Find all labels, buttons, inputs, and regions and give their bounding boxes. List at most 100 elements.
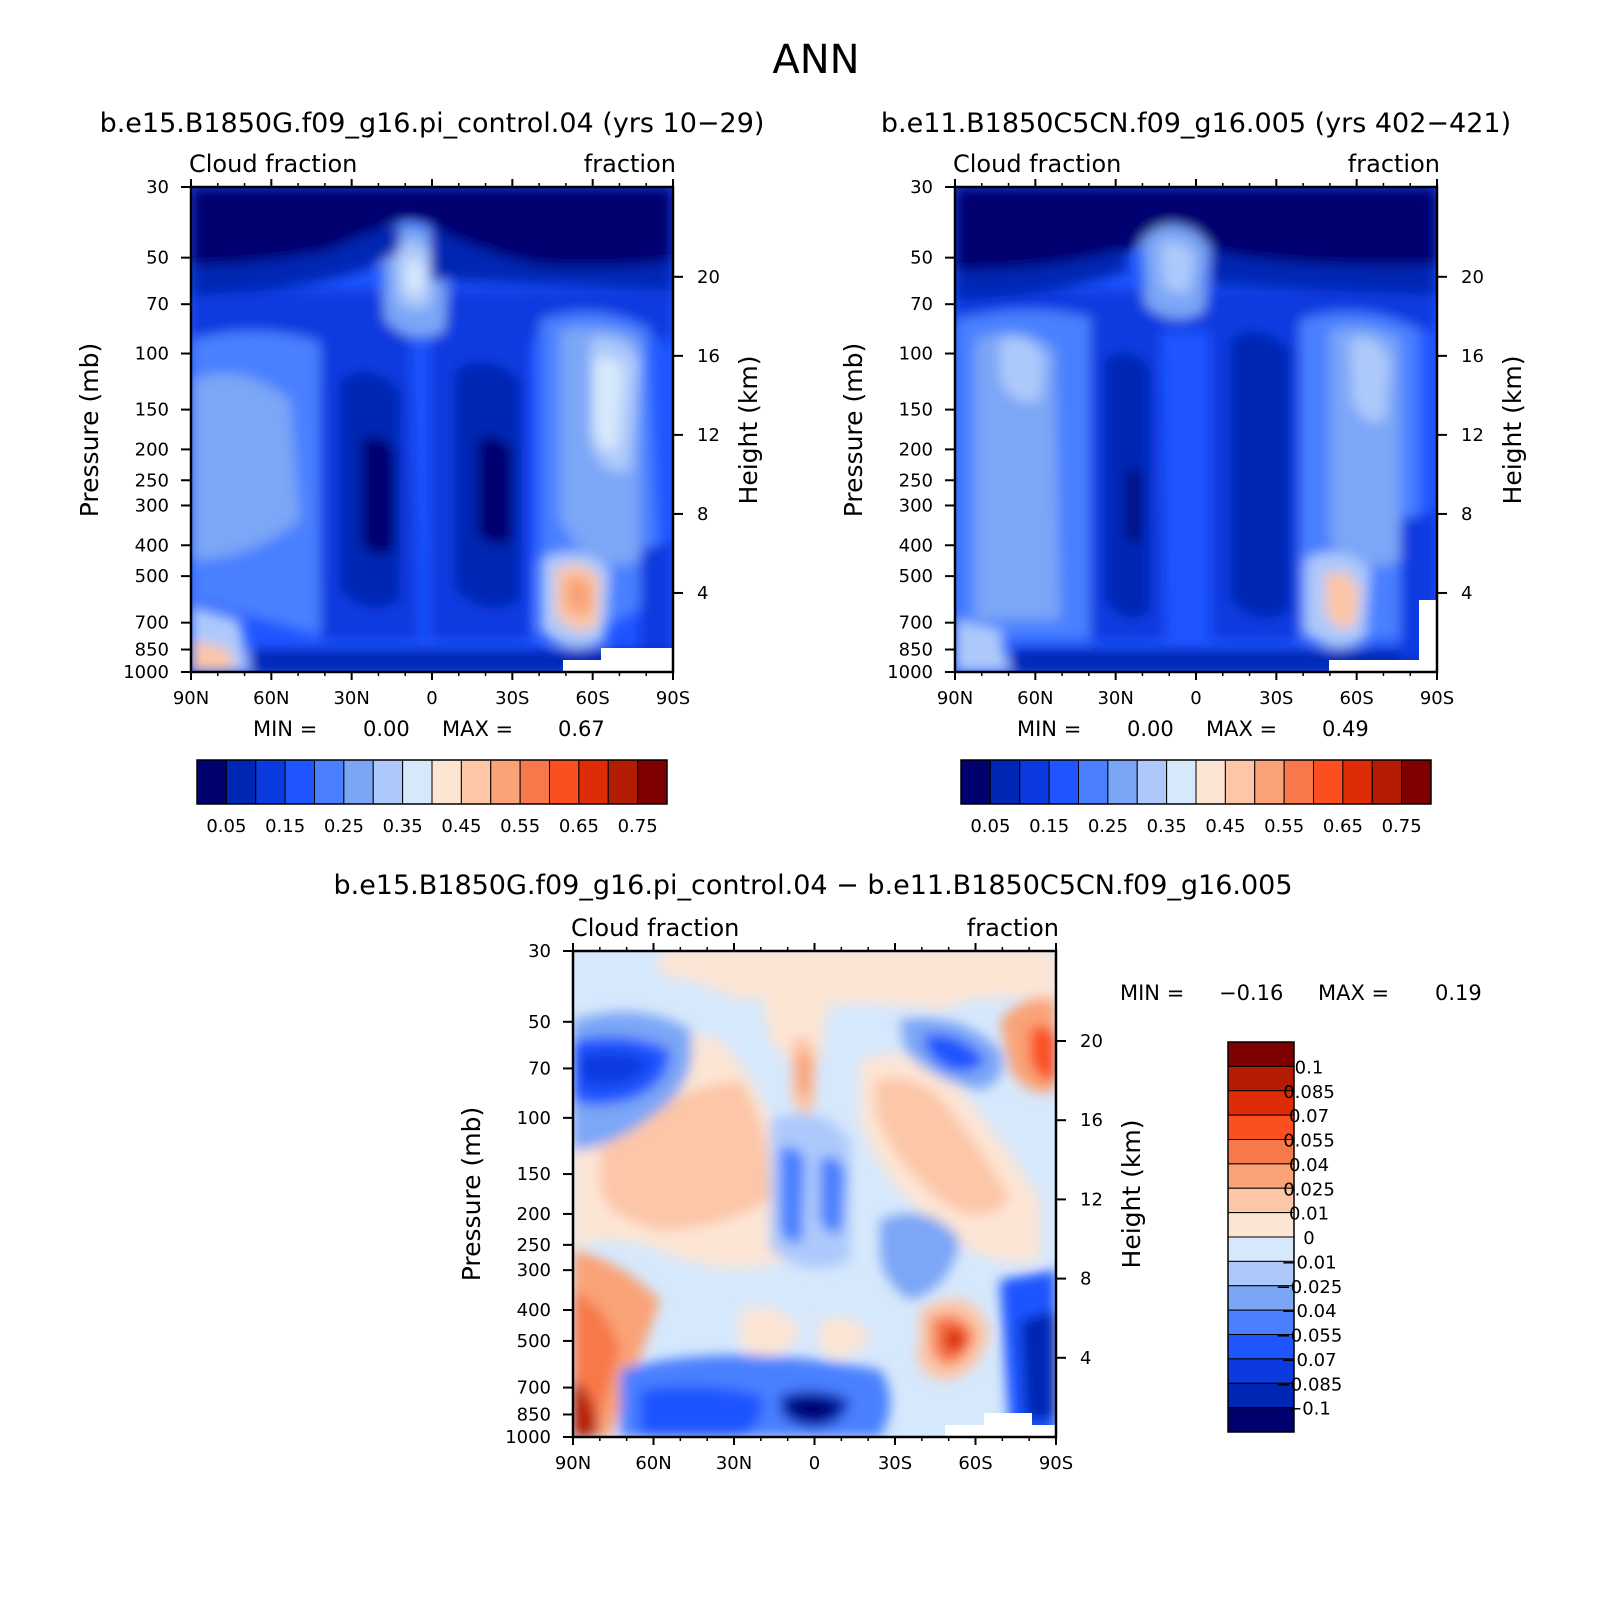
contour-plot: [955, 187, 1437, 672]
max-label: MAX =: [442, 717, 513, 741]
x-tick-label: 30S: [878, 1453, 912, 1474]
contour-band: [1210, 250, 1437, 295]
contour-band: [955, 250, 1130, 300]
max-label: MAX =: [1318, 981, 1389, 1005]
contour-band: [430, 225, 673, 290]
min-value: 0.00: [363, 717, 410, 741]
y-tick-label: 150: [517, 1164, 551, 1185]
colorbar-label: 0.1: [1295, 1057, 1324, 1078]
colorbar-label: 0.75: [618, 816, 658, 837]
y-tick-label: 70: [528, 1058, 551, 1079]
contour-band: [818, 1317, 870, 1359]
contour-band: [191, 373, 300, 560]
colorbar-label: 0.05: [970, 816, 1010, 837]
colorbar-label: 0.45: [1205, 816, 1245, 837]
colorbar-swatch: [1254, 759, 1285, 805]
contour-band: [780, 1146, 805, 1244]
contour-band: [405, 260, 426, 295]
y-tick-label: 400: [517, 1300, 551, 1321]
missing-data: [1419, 600, 1437, 672]
colorbar-swatch: [989, 759, 1021, 805]
contour-band: [760, 978, 830, 1063]
contour-band: [925, 1034, 985, 1072]
colorbar-label: 0.15: [1029, 816, 1069, 837]
colorbar-swatch: [1227, 1285, 1295, 1311]
missing-data: [601, 648, 673, 672]
contour-band: [580, 1052, 650, 1086]
panel-model-1: b.e15.B1850G.f09_g16.pi_control.04 (yrs …: [75, 108, 764, 837]
colorbar-swatch: [960, 759, 991, 805]
x-tick-label: 60N: [1017, 688, 1053, 709]
min-value: 0.00: [1127, 717, 1174, 741]
contour-band: [660, 951, 1056, 1010]
colorbar-swatch: [1227, 1236, 1295, 1262]
colorbar-swatch: [225, 759, 257, 805]
y-tick-label: 30: [146, 177, 169, 198]
y-right-tick-label: 8: [1461, 504, 1472, 525]
contour-band: [594, 356, 624, 451]
y-tick-label: 30: [528, 941, 551, 962]
contour-plot: [573, 951, 1056, 1437]
right-field-label: fraction: [967, 914, 1059, 942]
y-tick-label: 100: [135, 344, 169, 365]
y-tick-label: 100: [899, 344, 933, 365]
min-label: MIN =: [1017, 717, 1081, 741]
colorbar-swatch: [1195, 759, 1226, 805]
y-right-tick-label: 4: [1080, 1348, 1091, 1369]
y-tick-label: 250: [135, 470, 169, 491]
max-value: 0.49: [1322, 717, 1369, 741]
y-tick-label: 700: [899, 613, 933, 634]
y-tick-label: 700: [517, 1378, 551, 1399]
x-tick-label: 90N: [173, 688, 209, 709]
y-right-tick-label: 20: [1080, 1031, 1103, 1052]
colorbar-label: 0.55: [500, 816, 540, 837]
x-tick-label: 30S: [495, 688, 529, 709]
y-tick-label: 850: [135, 640, 169, 661]
y-tick-label: 1000: [887, 662, 933, 683]
contour-band: [1128, 468, 1140, 543]
colorbar-label: 0.05: [206, 816, 246, 837]
y-tick-label: 1000: [123, 662, 169, 683]
contour-band: [565, 576, 592, 615]
right-axis-label: Height (km): [1117, 1120, 1146, 1269]
y-right-tick-label: 12: [1461, 425, 1484, 446]
max-value: 0.19: [1435, 981, 1482, 1005]
colorbar-swatch: [1313, 759, 1344, 805]
right-field-label: fraction: [584, 150, 676, 178]
y-tick-label: 700: [135, 613, 169, 634]
main-title: ANN: [772, 37, 859, 83]
colorbar-label: 0.025: [1283, 1179, 1335, 1200]
x-tick-label: 90S: [1039, 1453, 1073, 1474]
y-tick-label: 1000: [505, 1427, 551, 1448]
colorbar-label: 0.35: [1147, 816, 1187, 837]
colorbar-frame: [960, 759, 1432, 805]
contour-band: [191, 225, 400, 295]
max-label: MAX =: [1206, 717, 1277, 741]
contour-band: [1030, 1026, 1056, 1081]
colorbar-swatch: [607, 759, 639, 805]
y-tick-label: 250: [517, 1235, 551, 1256]
colorbar-swatch: [1078, 759, 1109, 805]
colorbar-label: 0.65: [559, 816, 599, 837]
y-tick-label: 50: [528, 1012, 551, 1033]
contour-band: [739, 1307, 800, 1360]
y-right-tick-label: 8: [697, 504, 708, 525]
y-tick-label: 500: [899, 566, 933, 587]
contour-band: [1020, 1310, 1056, 1420]
contour-band: [362, 436, 394, 554]
contour-plot: [191, 187, 673, 672]
y-tick-label: 250: [899, 470, 933, 491]
x-tick-label: 60N: [253, 688, 289, 709]
y-tick-label: 300: [899, 495, 933, 516]
colorbar-swatch: [1107, 759, 1138, 805]
x-tick-label: 60S: [575, 688, 609, 709]
colorbar-label: −0.07: [1281, 1350, 1336, 1371]
x-tick-label: 60S: [958, 1453, 992, 1474]
y-right-tick-label: 20: [697, 267, 720, 288]
y-right-tick-label: 4: [1461, 583, 1472, 604]
colorbar-swatch: [196, 759, 227, 805]
max-value: 0.67: [558, 717, 605, 741]
contour-band: [975, 332, 1060, 620]
colorbar-label: 0.04: [1289, 1155, 1329, 1176]
